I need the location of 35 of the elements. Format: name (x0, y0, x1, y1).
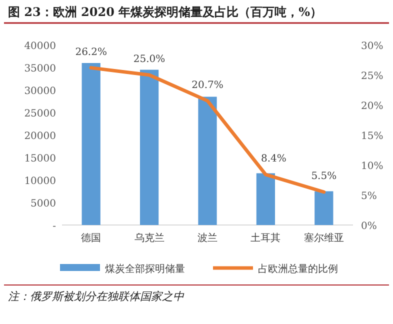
y-tick-label: 40000 (24, 41, 56, 52)
bar (198, 96, 217, 225)
y-tick-label: 30000 (24, 86, 56, 97)
y-tick-label: - (52, 221, 56, 232)
data-label: 26.2% (75, 46, 107, 58)
y2-tick-label: 10% (361, 161, 384, 172)
data-label: 5.5% (311, 171, 337, 182)
y2-tick-label: 25% (361, 71, 384, 82)
y-tick-label: 10000 (24, 176, 56, 187)
y2-tick-label: 5% (361, 191, 377, 202)
y-tick-label: 25000 (24, 108, 56, 120)
chart-title: 图 23：欧洲 2020 年煤炭探明储量及占比（百万吨，%） (8, 5, 322, 19)
text: 注：俄罗斯被划分在独联体国家之中 (8, 290, 185, 303)
bar (140, 70, 159, 225)
data-label: 25.0% (133, 54, 166, 65)
y-tick-label: 35000 (24, 64, 56, 74)
x-tick-label: 土耳其 (250, 232, 281, 244)
y2-tick-label: 15% (361, 131, 384, 142)
y-tick-label: 20000 (24, 131, 56, 142)
x-tick-label: 德国 (81, 233, 102, 244)
bar (256, 173, 276, 225)
y2-tick-label: 20% (361, 101, 384, 112)
y2-tick-label: 30% (361, 41, 384, 52)
bar (314, 191, 334, 225)
data-label: 20.7% (192, 80, 224, 91)
x-tick-label: 波兰 (198, 232, 218, 244)
data-label: 8.4% (260, 154, 286, 165)
y-tick-label: 5000 (30, 198, 56, 210)
legend-label: 煤炭全部探明储量 (105, 263, 185, 275)
y-tick-label: 15000 (24, 154, 56, 164)
bar (82, 63, 100, 225)
x-tick-label: 乌克兰 (134, 232, 164, 244)
y2-tick-label: 0% (361, 221, 377, 232)
legend-label: 占欧洲总量的比例 (258, 263, 338, 275)
x-tick-label: 塞尔维亚 (304, 232, 344, 244)
